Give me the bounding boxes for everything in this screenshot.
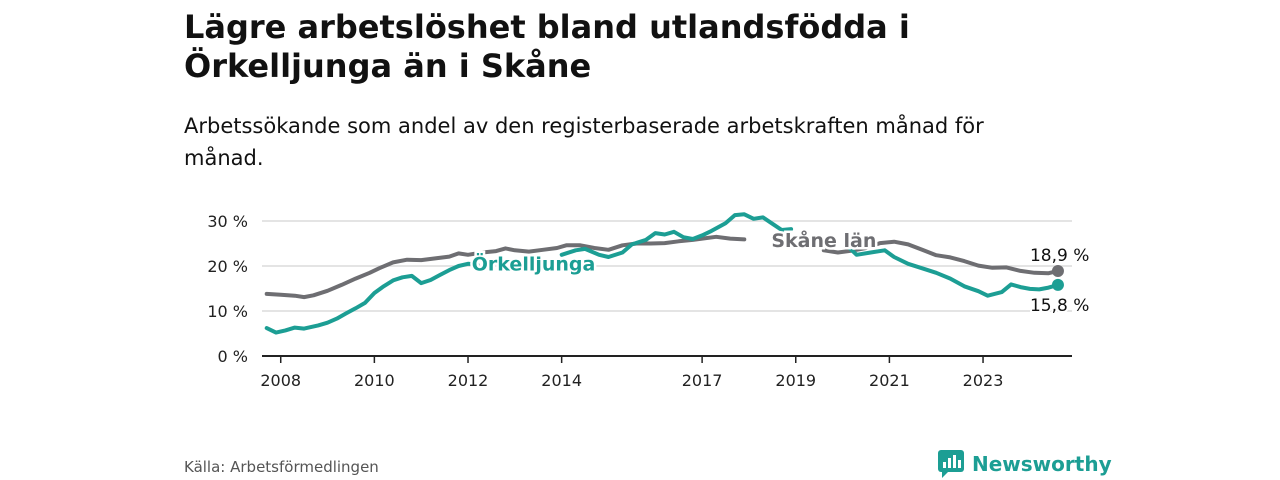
y-tick-label: 30 % [207, 212, 248, 231]
y-tick-label: 10 % [207, 302, 248, 321]
grid-lines [262, 220, 1072, 312]
brand-name: Newsworthy [972, 452, 1112, 476]
x-tick-label: 2021 [869, 371, 910, 390]
x-tick-label: 2017 [682, 371, 723, 390]
series-lines [264, 212, 1064, 335]
end-value-label-skane: 18,9 % [1030, 246, 1089, 266]
series-line-skane [821, 239, 1060, 276]
y-tick-label: 20 % [207, 257, 248, 276]
series-line-orkelljunga [845, 243, 1060, 298]
y-axis-ticks: 0 % 10 % 20 % 30 % [207, 212, 248, 366]
end-point-orkelljunga [1051, 278, 1064, 291]
chart-title: Lägre arbetslöshet bland utlandsfödda i … [184, 8, 910, 85]
x-tick-label: 2019 [775, 371, 816, 390]
x-tick-label: 2012 [448, 371, 489, 390]
series-line-orkelljunga [264, 261, 480, 335]
source-note: Källa: Arbetsförmedlingen [184, 458, 379, 476]
chart-subtitle: Arbetssökande som andel av den registerb… [184, 114, 984, 170]
series-line-orkelljunga [559, 212, 794, 259]
end-value-label-orkelljunga: 15,8 % [1030, 296, 1089, 316]
end-point-skane [1051, 264, 1064, 277]
x-tick-label: 2010 [354, 371, 395, 390]
series-name-label-skane: Skåne län [771, 228, 876, 252]
series-name-label-orkelljunga: Örkelljunga [472, 252, 596, 276]
x-tick-label: 2014 [541, 371, 582, 390]
series-labels: 18,9 % 15,8 % Örkelljunga Skåne län [469, 226, 1091, 318]
y-tick-label: 0 % [218, 347, 248, 366]
x-tick-label: 2023 [963, 371, 1004, 390]
x-axis: 2008 2010 2012 2014 2017 2019 2021 2023 [260, 355, 1072, 390]
x-tick-label: 2008 [260, 371, 301, 390]
series-line-skane [264, 234, 747, 300]
newsworthy-logo-icon [938, 450, 964, 478]
line-chart: 0 % 10 % 20 % 30 % 2008 2010 2012 2014 2017 2019… [207, 212, 1091, 390]
brand-logo: Newsworthy [938, 450, 1112, 478]
